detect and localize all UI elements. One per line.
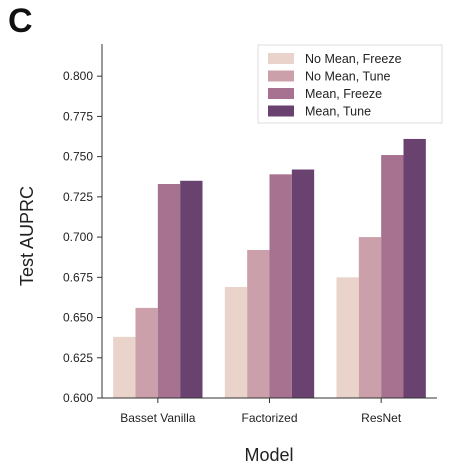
y-axis-title: Test AUPRC xyxy=(17,186,37,286)
y-tick-label: 0.700 xyxy=(63,230,93,244)
bar xyxy=(358,237,382,398)
bar xyxy=(135,307,158,398)
y-tick-label: 0.675 xyxy=(63,270,93,284)
bar xyxy=(224,286,248,398)
y-tick-label: 0.650 xyxy=(63,311,93,325)
y-tick-label: 0.775 xyxy=(63,109,93,123)
bar xyxy=(291,169,315,398)
bar xyxy=(403,138,426,398)
y-tick-label: 0.800 xyxy=(63,69,93,83)
legend-swatch xyxy=(268,70,294,82)
bar xyxy=(180,180,203,398)
legend: No Mean, Freeze No Mean, Tune Mean, Freeze… xyxy=(257,44,443,124)
y-ticks: 0.600 0.625 0.650 0.675 0.700 0.725 0.750 0.775… xyxy=(63,69,102,405)
legend-label: Mean, Freeze xyxy=(305,87,382,101)
bar xyxy=(336,277,359,398)
legend-swatch xyxy=(268,53,294,64)
legend-label: No Mean, Tune xyxy=(305,70,391,84)
bar xyxy=(269,174,292,398)
bar xyxy=(247,249,270,398)
bar xyxy=(157,183,181,398)
y-tick-label: 0.625 xyxy=(63,351,93,365)
legend-swatch xyxy=(268,88,294,99)
x-tick-label: ResNet xyxy=(361,411,402,425)
bar xyxy=(113,336,136,398)
x-axis-title: Model xyxy=(244,445,293,465)
bars-group xyxy=(113,138,426,398)
y-tick-label: 0.600 xyxy=(63,391,93,405)
bar xyxy=(381,155,404,398)
legend-label: Mean, Tune xyxy=(305,105,371,119)
x-ticks: Basset Vanilla Factorized ResNet xyxy=(120,398,402,425)
x-tick-label: Factorized xyxy=(241,411,297,425)
x-tick-label: Basset Vanilla xyxy=(120,411,195,425)
panel-label: C xyxy=(8,2,33,40)
y-tick-label: 0.725 xyxy=(63,190,93,204)
legend-label: No Mean, Freeze xyxy=(305,52,402,66)
y-tick-label: 0.750 xyxy=(63,150,93,164)
legend-swatch xyxy=(268,105,294,117)
